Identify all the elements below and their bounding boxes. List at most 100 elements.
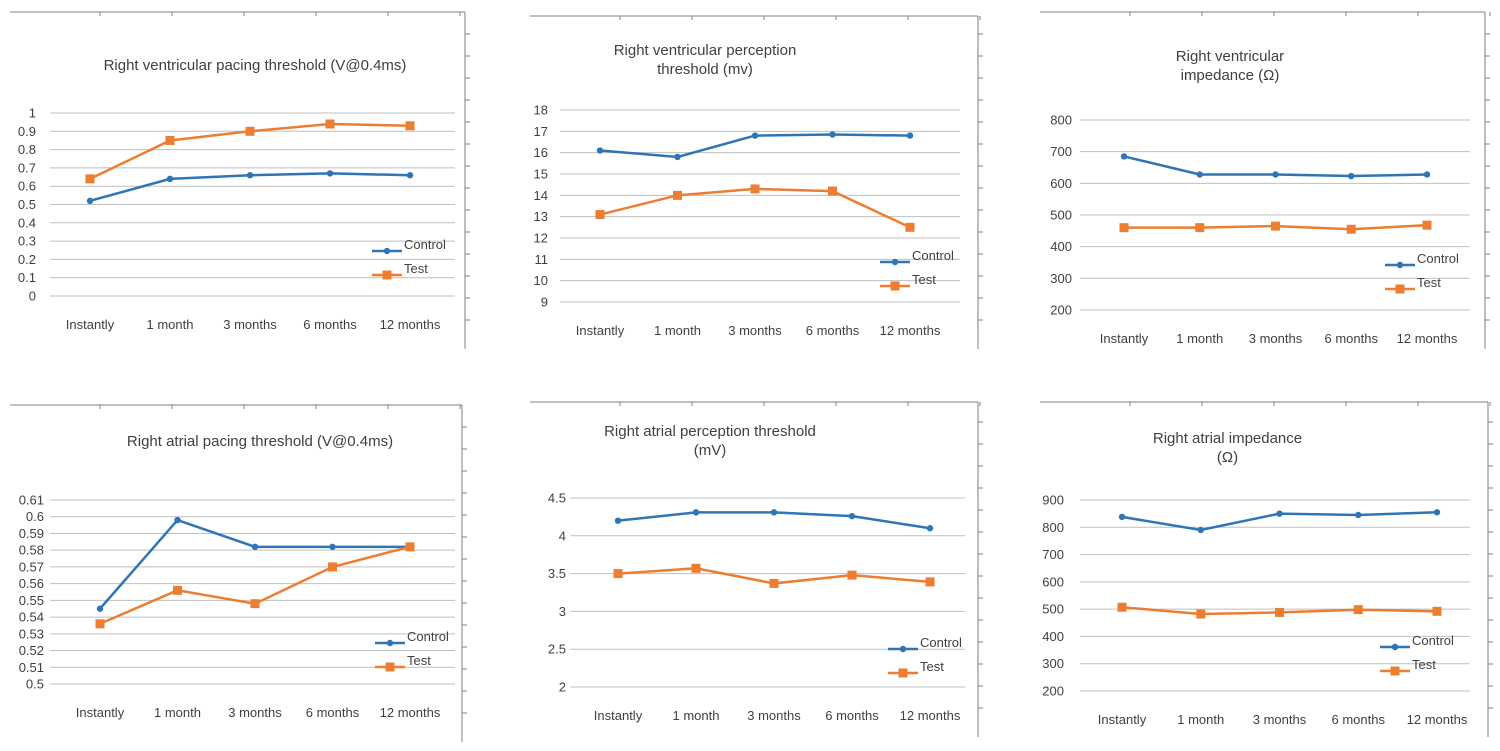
data-point-control [329,543,336,551]
x-tick-label: 6 months [306,705,360,720]
y-tick-label: 300 [1050,271,1072,286]
legend-label-test: Test [404,261,428,276]
y-tick-label: 0.51 [19,660,44,675]
x-tick-label: 1 month [654,323,701,338]
data-point-control [1348,172,1355,180]
data-point-test [613,569,623,579]
data-point-test [847,570,857,580]
data-point-test [165,135,175,145]
legend-marker-control [386,639,394,647]
data-point-test [1353,605,1363,615]
y-tick-label: 0.58 [19,543,44,558]
data-point-test [95,619,105,629]
y-tick-label: 0.1 [18,270,36,285]
legend-label-test: Test [1412,657,1436,672]
legend-marker-control [891,258,899,266]
y-tick-label: 0.6 [26,509,44,524]
data-point-test [828,186,837,196]
x-tick-label: Instantly [76,705,125,720]
y-tick-label: 14 [534,188,548,203]
chart-svg: 0 0.1 0.2 0.3 0.4 0.5 0.6 0.7 0.8 0.9 1 Instantly 1 … [10,11,470,349]
y-tick-label: 0.6 [18,179,36,194]
x-tick-label: Instantly [1100,331,1149,346]
chart-svg: 0.5 0.51 0.52 0.530.54 0.55 0.56 0.570.58 0.59 0… [10,404,467,742]
y-tick-label: 700 [1050,144,1072,159]
x-tick-label: 3 months [747,708,801,723]
y-tick-label: 400 [1042,629,1064,644]
y-tick-label: 0.9 [18,124,36,139]
y-tick-label: 700 [1042,547,1064,562]
chart-panel-rv-perception: 9 10 11 12 13 14 15 16 17 18 Instantly 1 month 3 mon… [530,12,983,352]
y-tick-label: 900 [1042,493,1064,508]
chart-svg: 200 300 400 500 600 700 800 900 Instantly 1 month… [1040,401,1493,737]
y-tick-label: 300 [1042,656,1064,671]
legend-marker-control [1396,261,1404,269]
legend-label-test: Test [407,653,431,668]
x-tick-label: 1 month [673,708,720,723]
data-point-test [1117,602,1127,612]
chart-title: Right ventricular impedance (Ω) [1175,48,1285,84]
data-point-test [1271,221,1280,231]
legend-marker-control [899,645,907,653]
data-point-control [692,509,700,516]
x-tick-label: 6 months [303,317,357,332]
data-point-test [905,222,915,232]
x-tick-label: Instantly [576,323,625,338]
y-tick-label: 0.57 [19,559,44,574]
y-tick-label: 0.55 [19,593,44,608]
data-point-test [328,562,337,572]
y-tick-label: 0.54 [19,610,44,625]
y-tick-label: 200 [1050,303,1072,318]
data-point-control [1272,171,1279,178]
y-tick-label: 600 [1042,574,1064,589]
y-tick-label: 18 [534,103,548,118]
legend-marker-test [1395,284,1405,294]
series-line-test [99,545,411,625]
data-point-control [674,153,681,161]
data-point-test [673,190,682,200]
y-tick-label: 0.53 [19,626,44,641]
chart-title: Right ventricular perception threshold (… [613,42,797,78]
data-point-control [166,175,174,183]
chart-title: Right ventricular pacing threshold (V@0.… [103,57,407,74]
x-tick-label: 12 months [1397,331,1458,346]
y-tick-label: 16 [534,145,548,160]
data-point-test [750,184,760,194]
data-point-test [925,577,935,587]
x-tick-label: 1 month [1176,331,1223,346]
y-tick-label: 10 [534,273,548,288]
legend-marker-test [898,668,908,678]
y-tick-label: 4.5 [548,491,566,506]
data-point-test [250,599,260,609]
x-tick-label: 1 month [154,705,201,720]
legend-label-control: Control [912,248,954,263]
y-tick-label: 800 [1042,520,1064,535]
y-tick-label: 500 [1050,208,1072,223]
legend-label-control: Control [1412,633,1454,648]
data-point-control [1118,513,1126,521]
data-point-control [906,132,914,139]
legend-label-control: Control [920,635,962,650]
legend-marker-test [385,662,395,672]
data-point-control [751,132,759,139]
chart-svg: 200 300 400 500 600 700 800 Instantly 1 month 3 m… [1040,11,1491,349]
chart-title: Right atrial perception threshold (mV) [604,423,816,459]
chart-title: Right atrial pacing threshold (V@0.4ms) [126,433,394,450]
legend-label-control: Control [1417,251,1459,266]
chart-panel-ra-pacing: 0.5 0.51 0.52 0.53 0.54 0.55 0.56 0.57 0.58 0.59 0… [10,404,470,745]
data-point-control [829,131,836,138]
x-tick-label: 1 month [147,317,194,332]
x-tick-label: 6 months [1325,331,1379,346]
data-point-test [245,126,255,136]
chart-title: Right atrial impedance (Ω) [1152,430,1303,466]
x-tick-label: Instantly [594,708,643,723]
data-point-test [85,174,95,184]
legend-marker-test [1390,666,1400,676]
data-point-control [174,516,181,524]
y-tick-label: 0.5 [26,677,44,692]
legend-label-test: Test [920,659,944,674]
y-tick-label: 3 [559,604,566,619]
x-tick-label: Instantly [66,317,115,332]
y-tick-label: 800 [1050,113,1072,128]
legend-marker-control [1391,643,1399,651]
